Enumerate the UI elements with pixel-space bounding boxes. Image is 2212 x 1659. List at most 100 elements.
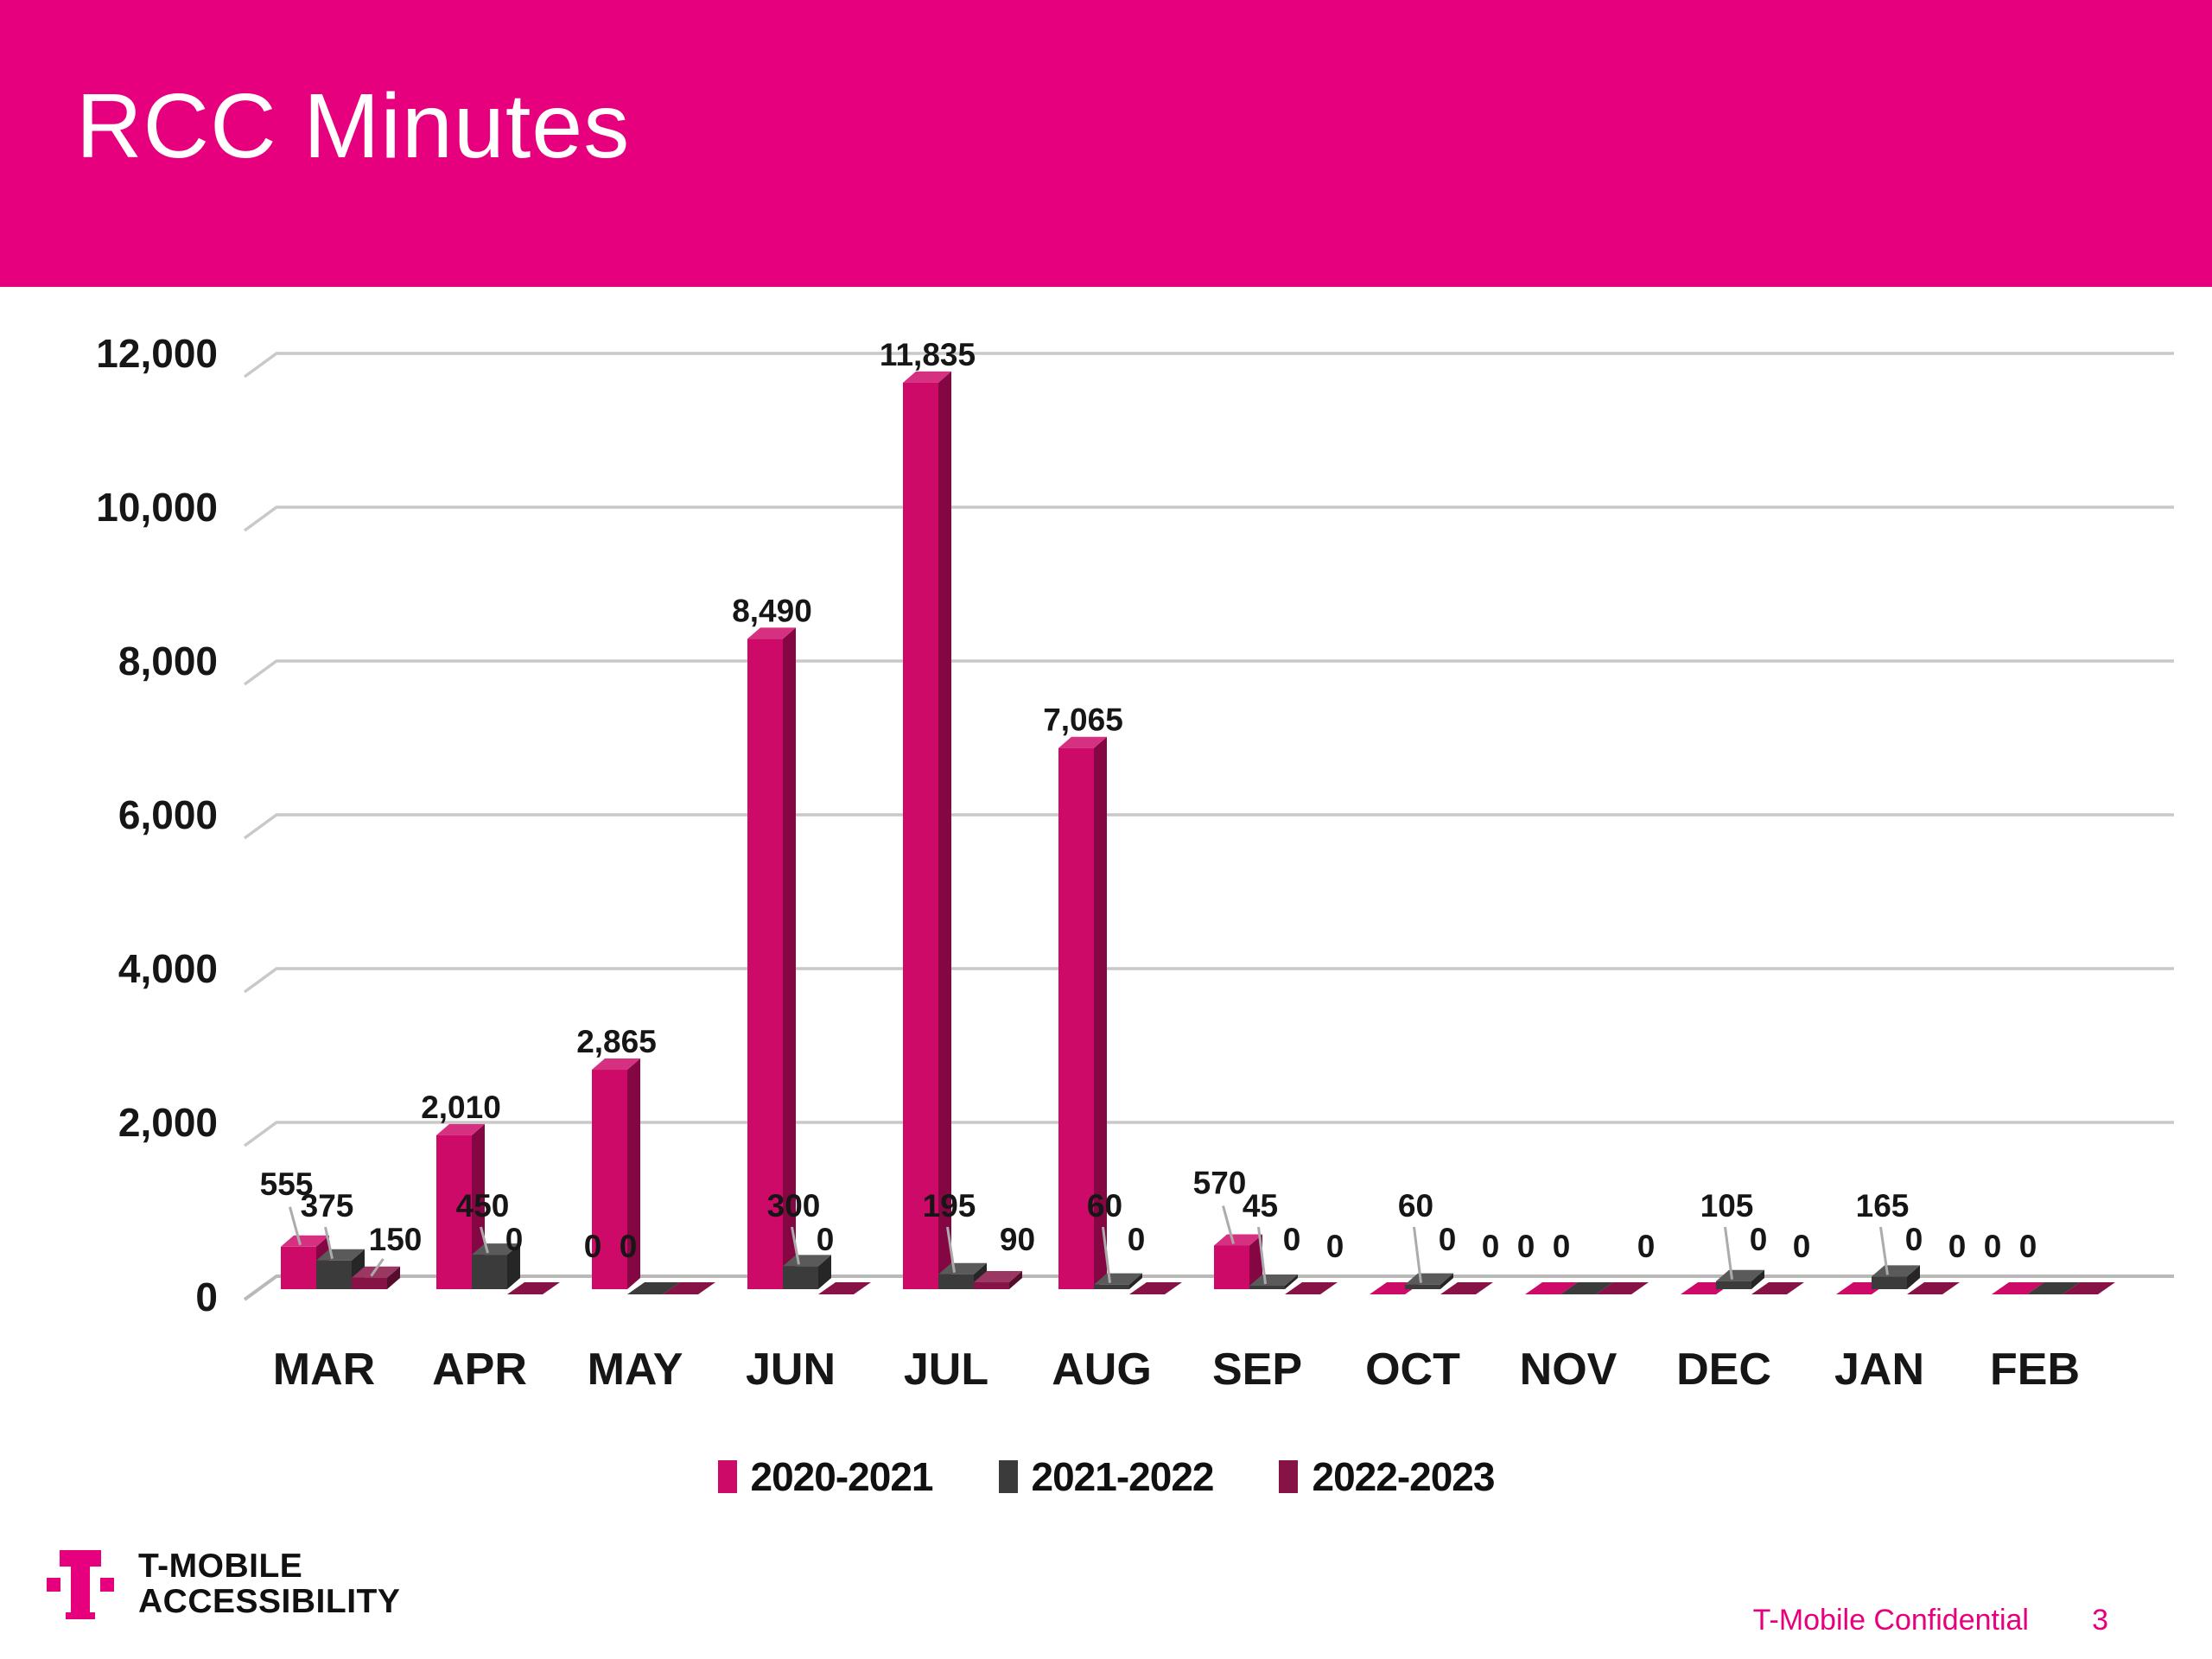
- leader-line: [791, 1226, 800, 1265]
- bar-zero-tile: [663, 1282, 715, 1294]
- bar-zero-tile: [2027, 1282, 2080, 1294]
- value-label: 0: [584, 1229, 602, 1264]
- value-label: 0: [1948, 1229, 1967, 1264]
- bar-side-face: [783, 627, 796, 1289]
- bar-top-face: [747, 627, 796, 639]
- x-axis-month-label: FEB: [1990, 1344, 2080, 1395]
- bar-zero-tile: [627, 1282, 680, 1294]
- bar-side-face: [1009, 1271, 1022, 1289]
- x-axis-month-label: MAR: [273, 1344, 375, 1395]
- bar: [1214, 1245, 1249, 1289]
- value-label: 0: [1128, 1222, 1146, 1257]
- bar-top-face: [472, 1243, 520, 1255]
- bar-side-face: [1094, 736, 1107, 1289]
- value-label: 300: [767, 1188, 821, 1224]
- leader-line: [480, 1226, 489, 1254]
- confidential-notice: T-Mobile Confidential: [1752, 1604, 2029, 1637]
- bar-zero-tile: [1560, 1282, 1613, 1294]
- x-axis-month-label: SEP: [1212, 1344, 1302, 1395]
- bar-top-face: [974, 1271, 1022, 1283]
- bar-zero-tile: [1440, 1282, 1493, 1294]
- value-label: 0: [1326, 1229, 1344, 1264]
- bar-zero-tile: [1751, 1282, 1804, 1294]
- value-label: 165: [1856, 1188, 1910, 1224]
- value-label: 60: [1087, 1188, 1122, 1224]
- value-label: 0: [1439, 1222, 1457, 1257]
- bar: [472, 1255, 507, 1289]
- gridline: [243, 967, 2174, 994]
- bar: [1716, 1281, 1751, 1289]
- value-label: 555: [260, 1166, 314, 1202]
- value-label: 60: [1398, 1188, 1433, 1224]
- y-axis-tick-label: 8,000: [118, 639, 218, 683]
- leader-line: [946, 1226, 956, 1273]
- value-label: 375: [301, 1188, 354, 1224]
- leader-line: [289, 1206, 302, 1246]
- bar: [1249, 1286, 1285, 1289]
- y-axis-tick-label: 4,000: [118, 946, 218, 991]
- value-label: 195: [923, 1188, 976, 1224]
- x-axis-month-label: AUG: [1052, 1344, 1152, 1395]
- gridline: [243, 352, 2174, 378]
- gridline: [243, 1121, 2174, 1147]
- logo-line-2: ACCESSIBILITY: [138, 1583, 401, 1621]
- legend-label: 2021-2022: [1031, 1454, 1215, 1499]
- logo-wordmark: T-MOBILE ACCESSIBILITY: [138, 1548, 400, 1620]
- bar: [316, 1260, 352, 1289]
- value-label: 0: [1517, 1229, 1535, 1264]
- bar-side-face: [818, 1255, 831, 1289]
- y-axis-tick-label: 10,000: [96, 485, 218, 530]
- bar-side-face: [1249, 1234, 1262, 1289]
- bar-zero-tile: [507, 1282, 560, 1294]
- bar: [592, 1070, 627, 1289]
- bar: [1058, 747, 1094, 1289]
- leader-line: [370, 1258, 385, 1277]
- bar-side-face: [1751, 1269, 1764, 1289]
- bar-zero-tile: [1992, 1282, 2044, 1294]
- leader-line: [1257, 1226, 1267, 1285]
- leader-line: [1724, 1226, 1733, 1280]
- value-label: 45: [1243, 1188, 1278, 1224]
- value-label: 0: [1482, 1229, 1500, 1264]
- legend-item-2022-2023: 2022-2023: [1279, 1453, 1495, 1500]
- value-label: 0: [1553, 1229, 1571, 1264]
- x-axis-month-label: JUN: [746, 1344, 836, 1395]
- bar-side-face: [627, 1058, 640, 1289]
- gridline: [243, 505, 2174, 532]
- bar-top-face: [1094, 1273, 1142, 1285]
- bar-top-face: [1058, 736, 1107, 748]
- page-title: RCC Minutes: [76, 75, 631, 177]
- bar-zero-tile: [1596, 1282, 1649, 1294]
- value-label: 8,490: [732, 593, 812, 628]
- legend-item-2021-2022: 2021-2022: [998, 1453, 1215, 1500]
- bar-side-face: [938, 371, 951, 1289]
- value-label: 0: [620, 1229, 638, 1264]
- bar: [1405, 1284, 1440, 1289]
- bar-side-face: [1129, 1273, 1142, 1289]
- y-axis-tick-label: 0: [195, 1274, 218, 1319]
- bar-top-face: [592, 1058, 640, 1071]
- leader-line: [1102, 1226, 1111, 1283]
- legend-swatch-2020-2021: [717, 1460, 737, 1493]
- value-label: 0: [505, 1222, 524, 1257]
- legend-item-2020-2021: 2020-2021: [717, 1453, 933, 1500]
- value-label: 2,010: [421, 1090, 501, 1125]
- x-axis-month-label: NOV: [1520, 1344, 1618, 1395]
- value-label: 0: [2019, 1229, 2037, 1264]
- value-label: 0: [1283, 1222, 1301, 1257]
- gridline: [243, 659, 2174, 686]
- t-mobile-accessibility-logo: T-MOBILE ACCESSIBILITY: [47, 1548, 400, 1628]
- t-mobile-t-icon: [47, 1550, 114, 1619]
- gridline: [243, 813, 2174, 840]
- bar-top-face: [1405, 1273, 1453, 1285]
- bar: [903, 382, 938, 1289]
- value-label: 0: [1793, 1229, 1811, 1264]
- value-label: 0: [1905, 1222, 1923, 1257]
- value-label: 150: [369, 1222, 423, 1257]
- bar-top-face: [316, 1249, 365, 1261]
- value-label: 0: [1750, 1222, 1768, 1257]
- bar: [747, 639, 783, 1289]
- value-label: 2,865: [576, 1024, 657, 1059]
- logo-line-1: T-MOBILE: [138, 1548, 303, 1585]
